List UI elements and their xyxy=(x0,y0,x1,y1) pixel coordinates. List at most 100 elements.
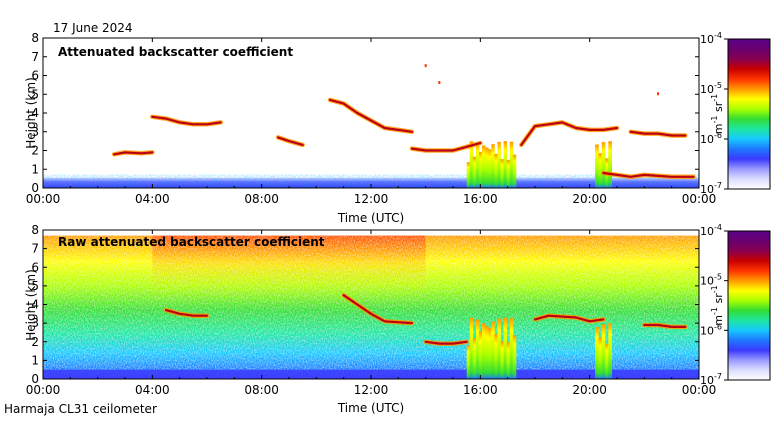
cloud-layer-peak xyxy=(277,136,303,146)
x-axis-0: 00:00 04:00 08:00 12:00 16:00 20:00 00:00 xyxy=(26,38,717,206)
x-axis-label-1: Time (UTC) xyxy=(337,401,404,415)
colorbar-tick-exp: -5 xyxy=(714,81,722,90)
precip-streak xyxy=(506,159,511,188)
colorbar-tick-label: 10-7 xyxy=(700,181,722,196)
panel-attenuated-backscatter: Attenuated backscatter coefficient 00:00… xyxy=(24,31,716,225)
raw-near-surface xyxy=(43,369,699,379)
colorbar-unit-m: m xyxy=(712,315,725,326)
y-tick-label: 5 xyxy=(31,279,39,293)
colorbar-tick-base: 10 xyxy=(700,275,714,288)
y-tick-label: 7 xyxy=(31,50,39,64)
precip-streak xyxy=(595,327,599,379)
y-tick-label: 6 xyxy=(31,260,39,274)
colorbar-tick-exp: -4 xyxy=(714,31,722,40)
cloud-layer-1 xyxy=(111,150,155,157)
panel-title-1: Raw attenuated backscatter coefficient xyxy=(58,235,325,249)
y-tick-label: 8 xyxy=(31,31,39,45)
y-tick-label: 2 xyxy=(31,335,39,349)
isolated-return-0 xyxy=(424,64,427,68)
panel-raw-attenuated-backscatter: Raw attenuated backscatter coefficient 0… xyxy=(24,223,716,415)
colorbar-gradient xyxy=(727,230,771,381)
x-tick-label: 20:00 xyxy=(572,383,607,397)
y-tick-label: 4 xyxy=(31,106,39,120)
x-tick-label: 04:00 xyxy=(135,192,170,206)
boundary-layer-texture xyxy=(43,174,699,188)
precip-streak xyxy=(475,142,480,188)
precip-streak xyxy=(512,154,517,188)
cloud-layer-3 xyxy=(327,97,415,135)
colorbar-unit-label: m-1 sr-1 xyxy=(710,94,725,134)
precipitation-column-1 xyxy=(595,141,612,188)
precip-streak xyxy=(491,144,495,188)
cloud-layer-peak xyxy=(114,151,153,155)
precip-streak xyxy=(506,342,511,379)
colorbar-tick-base: 10 xyxy=(700,374,714,387)
y-tick-label: 1 xyxy=(31,162,39,176)
y-tick-label: 7 xyxy=(31,242,39,256)
colorbar-tick-label: 10-7 xyxy=(700,372,722,387)
colorbar-tick-base: 10 xyxy=(700,183,714,196)
precip-streak xyxy=(601,142,606,188)
precip-streak xyxy=(482,323,486,379)
cloud-layer-peak xyxy=(520,121,618,146)
colorbar-tick-base: 10 xyxy=(700,33,714,46)
cloud-layer-peak xyxy=(165,309,207,317)
precip-streak xyxy=(494,153,498,188)
x-tick-label: 04:00 xyxy=(135,383,170,397)
colorbar-unit-label: m-1 sr-1 xyxy=(710,285,725,325)
y-axis-1: 0 1 2 3 4 5 6 7 8 xyxy=(31,223,699,386)
colorbar-1: 10-410-510-610-7m-1 sr-1 xyxy=(700,223,771,387)
colorbar-tick-base: 10 xyxy=(700,133,714,146)
x-tick-label: 00:00 xyxy=(26,192,61,206)
colorbar-unit-sr: sr xyxy=(712,101,725,115)
x-tick-label: 00:00 xyxy=(682,192,717,206)
x-tick-label: 08:00 xyxy=(244,383,279,397)
colorbar-unit-exp2: -1 xyxy=(710,285,719,293)
colorbar-tick-label: 10-6 xyxy=(700,322,722,337)
precipitation-column-1 xyxy=(595,323,612,379)
precip-streak xyxy=(479,151,483,188)
precip-streak xyxy=(472,338,477,379)
colorbar-tick-exp: -4 xyxy=(714,223,722,232)
precipitation-column-0 xyxy=(466,317,517,379)
cloud-layer-peak xyxy=(630,131,686,136)
cloud-layer-7 xyxy=(601,170,696,180)
heatmap-content-0 xyxy=(43,64,699,188)
precip-streak xyxy=(469,141,474,188)
cloud-layer-3 xyxy=(532,313,606,324)
colorbar-tick-label: 10-4 xyxy=(700,223,722,238)
y-tick-label: 1 xyxy=(31,353,39,367)
heatmap-content-1 xyxy=(43,235,699,379)
cloud-layer-2 xyxy=(275,135,305,148)
cloud-layer-5 xyxy=(519,120,620,148)
precip-streak xyxy=(491,321,495,379)
precip-streak xyxy=(497,141,501,188)
precip-streak xyxy=(494,334,498,379)
colorbar-unit-m: m xyxy=(712,124,725,135)
cloud-layer-peak xyxy=(343,294,413,324)
precip-streak xyxy=(497,318,501,379)
y-tick-label: 3 xyxy=(31,316,39,330)
colorbar-unit-exp1: -1 xyxy=(710,116,719,124)
cloud-layer-peak xyxy=(644,324,686,328)
precip-streak xyxy=(488,149,492,188)
cloud-layer-4 xyxy=(409,140,483,153)
plot-area-0 xyxy=(43,38,699,188)
colorbar-tick-base: 10 xyxy=(700,324,714,337)
precip-streak xyxy=(512,335,517,379)
x-tick-label: 20:00 xyxy=(572,192,607,206)
precip-streak xyxy=(482,145,486,188)
precip-streak xyxy=(605,343,609,379)
y-axis-label-0: Height (km) xyxy=(24,77,38,148)
date-label: 17 June 2024 xyxy=(53,21,133,35)
x-tick-label: 08:00 xyxy=(244,192,279,206)
colorbar-tick-label: 10-5 xyxy=(700,273,722,288)
precip-streak xyxy=(485,325,489,379)
colorbar-unit-sr: sr xyxy=(712,293,725,307)
colorbar-unit-exp2: -1 xyxy=(710,94,719,102)
precip-streak xyxy=(466,345,471,379)
y-tick-label: 3 xyxy=(31,125,39,139)
x-tick-label: 12:00 xyxy=(354,383,389,397)
